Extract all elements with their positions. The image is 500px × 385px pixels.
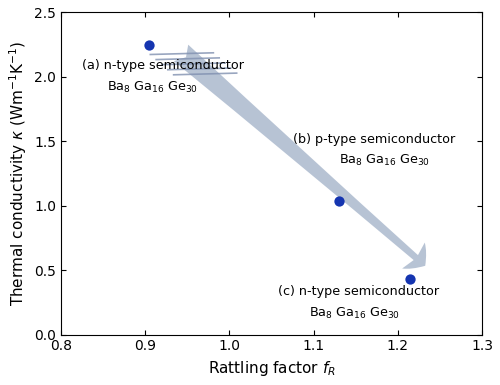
Text: Ba$_8$ Ga$_{16}$ Ge$_{30}$: Ba$_8$ Ga$_{16}$ Ge$_{30}$ — [310, 306, 400, 321]
Point — [146, 42, 154, 48]
Text: (c) n-type semiconductor: (c) n-type semiconductor — [278, 285, 440, 298]
Point — [406, 276, 414, 282]
Text: (a) n-type semiconductor: (a) n-type semiconductor — [82, 59, 244, 72]
Y-axis label: Thermal conductivity $\kappa$ (Wm$^{-1}$K$^{-1}$): Thermal conductivity $\kappa$ (Wm$^{-1}$… — [7, 41, 28, 306]
Text: (b) p-type semiconductor: (b) p-type semiconductor — [292, 134, 455, 146]
Text: Ba$_8$ Ga$_{16}$ Ge$_{30}$: Ba$_8$ Ga$_{16}$ Ge$_{30}$ — [108, 80, 198, 95]
Point — [335, 198, 343, 204]
Text: Ba$_8$ Ga$_{16}$ Ge$_{30}$: Ba$_8$ Ga$_{16}$ Ge$_{30}$ — [339, 153, 430, 168]
X-axis label: Rattling factor $f_R$: Rattling factor $f_R$ — [208, 359, 336, 378]
